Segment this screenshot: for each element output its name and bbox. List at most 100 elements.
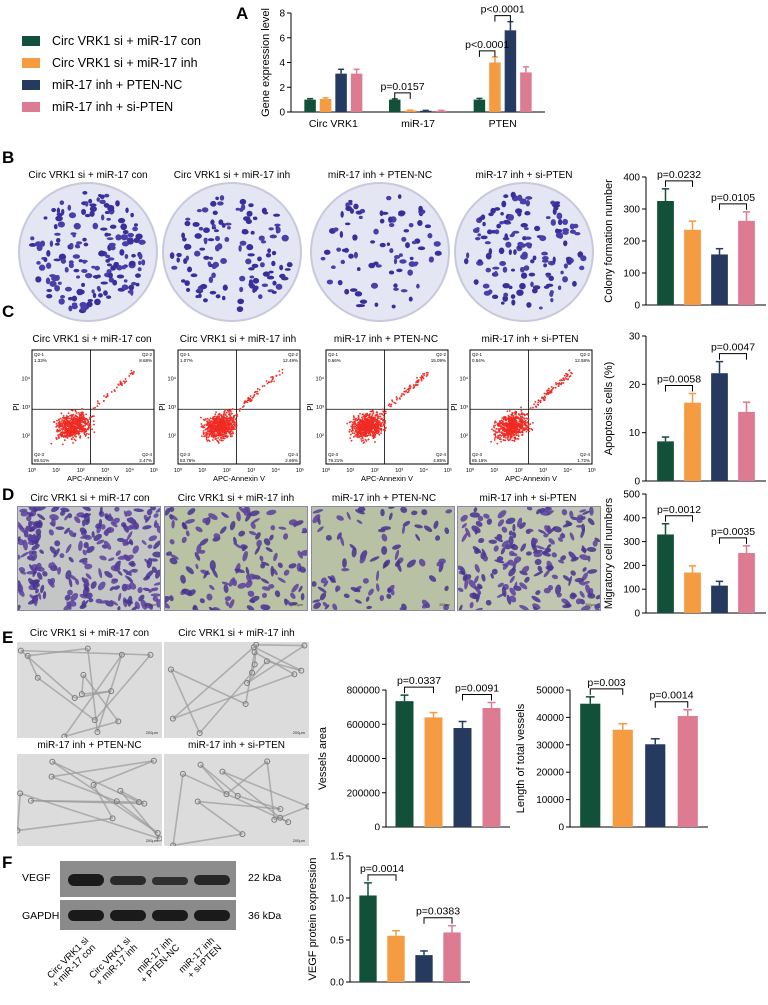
y-tick-label: 200 xyxy=(623,237,640,248)
colony-dot xyxy=(373,261,379,266)
colony-dot xyxy=(401,236,407,242)
colony-dot xyxy=(239,286,244,293)
colony-dot xyxy=(125,207,129,214)
colony-dot xyxy=(81,282,86,287)
panel-label-e: E xyxy=(2,628,14,647)
migrated-cell xyxy=(142,587,151,592)
colony-dot xyxy=(84,213,91,218)
colony-dot xyxy=(55,215,63,222)
legend-swatch xyxy=(22,102,40,112)
colony-dot xyxy=(36,261,41,265)
event-dot xyxy=(368,413,371,416)
y-tick-label: 600000 xyxy=(347,720,381,731)
panel-label-a: A xyxy=(236,4,249,23)
migrated-cell xyxy=(199,598,205,604)
colony-dot xyxy=(337,279,343,286)
migrated-cell xyxy=(195,526,203,533)
migrated-cell xyxy=(388,507,395,509)
event-dot xyxy=(60,420,63,423)
colony-dot xyxy=(185,255,190,261)
bar xyxy=(443,932,461,982)
colony-dot xyxy=(502,295,509,302)
colony-dot xyxy=(120,223,128,231)
event-dot xyxy=(555,383,558,386)
migrated-cell xyxy=(500,547,506,555)
event-dot xyxy=(256,387,259,390)
migrated-cell xyxy=(350,587,361,593)
quadrant-percent: 12.58% xyxy=(575,358,590,363)
colony-dot xyxy=(54,232,61,236)
migrated-cell xyxy=(109,586,115,591)
migrated-cell xyxy=(497,519,505,527)
cell-cluster xyxy=(249,669,256,676)
y-tick-label: 300 xyxy=(623,537,640,548)
event-dot xyxy=(359,424,362,427)
event-dot xyxy=(521,431,524,434)
event-dot xyxy=(229,427,232,430)
migrated-cell xyxy=(428,575,437,582)
event-dot xyxy=(246,399,249,402)
x-tick-label: 10⁰ xyxy=(322,467,331,474)
migrated-cell xyxy=(53,507,60,511)
colony-dot xyxy=(34,241,42,247)
event-dot xyxy=(377,425,379,428)
migrated-cell xyxy=(110,521,118,528)
migrated-cell xyxy=(206,593,213,601)
event-dot xyxy=(50,442,53,445)
y-tick-label: 10³ xyxy=(316,405,324,411)
event-dot xyxy=(525,424,528,427)
event-dot xyxy=(205,431,207,434)
colony-dot xyxy=(560,270,564,275)
event-dot xyxy=(380,427,383,430)
cell-cluster xyxy=(49,758,56,765)
event-dot xyxy=(247,397,250,400)
colony-dot xyxy=(132,226,138,232)
event-dot xyxy=(512,425,515,428)
migrated-cell xyxy=(443,604,449,610)
event-dot xyxy=(258,388,261,391)
migrated-cell xyxy=(93,533,102,541)
bar xyxy=(684,572,701,613)
colony-pattern xyxy=(464,191,587,310)
event-dot xyxy=(69,423,72,426)
migrated-cell xyxy=(458,565,463,571)
migrated-cell xyxy=(38,519,43,526)
event-dot xyxy=(68,432,71,435)
migrated-cell xyxy=(381,533,388,542)
event-dot xyxy=(70,433,73,435)
colony-dot xyxy=(398,253,403,258)
migrated-cell xyxy=(208,606,215,610)
colony-dot xyxy=(130,289,134,296)
event-dot xyxy=(350,430,353,433)
event-dot xyxy=(493,439,496,441)
colony-dot xyxy=(196,209,202,213)
colony-dot xyxy=(192,222,200,227)
event-dot xyxy=(384,420,387,422)
migrated-cell xyxy=(319,592,327,601)
quadrant-name: Q2-1 xyxy=(472,352,483,357)
migrated-cell xyxy=(165,596,170,604)
event-dot xyxy=(205,438,208,441)
significance-bracket xyxy=(462,694,492,701)
event-dot xyxy=(221,424,223,426)
migrated-cell xyxy=(18,567,26,573)
cell-cluster xyxy=(250,644,257,651)
event-dot xyxy=(377,417,379,420)
migrated-cell xyxy=(31,540,36,546)
p-value-label: p=0.0383 xyxy=(416,906,460,918)
y-tick-label: 100 xyxy=(623,585,640,596)
migrated-cell xyxy=(113,585,121,590)
event-dot xyxy=(73,429,76,431)
colony-dot xyxy=(492,266,500,270)
event-dot xyxy=(494,430,496,432)
x-tick-label: 10¹ xyxy=(198,468,206,474)
event-dot xyxy=(61,425,64,428)
cell-cluster xyxy=(90,781,97,788)
migrated-cell xyxy=(480,552,486,560)
blot-label-gapdh: GAPDH xyxy=(22,910,60,922)
legend-swatch xyxy=(22,80,40,90)
quadrant-percent: 83.76% xyxy=(180,458,195,463)
colony-dot xyxy=(241,229,249,235)
